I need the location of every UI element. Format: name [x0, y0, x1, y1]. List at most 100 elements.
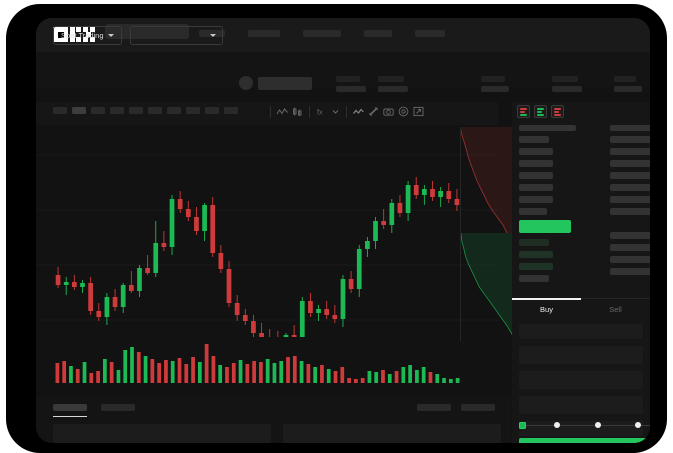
slider-handle[interactable]	[519, 421, 526, 429]
orders-panel-cards	[53, 424, 501, 443]
header-nav	[199, 30, 445, 37]
stat-value	[481, 86, 509, 92]
orderbook-value	[610, 256, 650, 263]
orderbook-row[interactable]	[519, 251, 553, 258]
stat-value	[378, 86, 408, 92]
tab-sell[interactable]: Sell	[609, 305, 622, 314]
order-field-3[interactable]	[519, 371, 643, 389]
active-tab-underline	[53, 415, 87, 417]
orders-panel-tabs	[53, 404, 135, 417]
orderbook-spread-highlight[interactable]	[519, 220, 571, 233]
candlestick-svg	[36, 154, 498, 337]
orders-action-2[interactable]	[461, 404, 495, 411]
tab-buy[interactable]: Buy	[512, 298, 581, 320]
depth-area-svg	[460, 126, 512, 341]
orderbook-col-header-left	[519, 125, 576, 131]
nav-item-4[interactable]	[364, 30, 392, 37]
settings-icon[interactable]	[397, 105, 410, 118]
camera-icon[interactable]	[382, 105, 395, 118]
orderbook-row[interactable]	[519, 275, 549, 282]
chevron-down-icon	[210, 34, 216, 37]
orderbook-value	[610, 208, 650, 215]
nav-item-1[interactable]	[199, 30, 225, 37]
timeframe-3[interactable]	[91, 107, 105, 114]
timeframe-10[interactable]	[224, 107, 238, 114]
orderbook-value	[610, 196, 650, 203]
market-stat-3	[481, 76, 509, 92]
chevron-down-icon[interactable]	[330, 105, 341, 118]
timeframe-9[interactable]	[205, 107, 219, 114]
timeframe-7[interactable]	[167, 107, 181, 114]
line-chart-icon[interactable]	[276, 105, 289, 118]
orderbook-right-values	[610, 136, 650, 280]
svg-text:fx: fx	[317, 110, 323, 117]
orderbook-ask-rows	[519, 136, 571, 287]
orders-card-1[interactable]	[53, 424, 271, 443]
chart-tool-icons: fx	[267, 105, 425, 118]
nav-item-5[interactable]	[415, 30, 445, 37]
order-book-panel: Buy Sell	[512, 102, 650, 443]
slider-stop-75[interactable]	[635, 422, 641, 428]
orderbook-col-header-right	[610, 125, 650, 131]
orders-panel-actions	[417, 404, 495, 411]
orders-card-2[interactable]	[283, 424, 501, 443]
orderbook-sell-icon[interactable]	[551, 105, 564, 118]
orderbook-row[interactable]	[519, 263, 553, 270]
submit-order-button[interactable]	[519, 438, 650, 443]
tablet-screen: Spot Trading	[36, 18, 650, 443]
indicators-icon[interactable]: fx	[315, 105, 328, 118]
orderbook-row[interactable]	[519, 208, 547, 215]
stat-label	[552, 76, 578, 82]
orderbook-value	[610, 160, 650, 167]
orders-tab-1[interactable]	[53, 404, 87, 417]
timeframe-2[interactable]	[72, 107, 86, 114]
orderbook-row[interactable]	[519, 136, 549, 143]
candlestick-icon[interactable]	[291, 105, 304, 118]
orderbook-value	[610, 184, 650, 191]
okx-logo[interactable]	[53, 27, 95, 42]
timeframe-4[interactable]	[110, 107, 124, 114]
orderbook-value	[610, 136, 650, 143]
orders-action-1[interactable]	[417, 404, 451, 411]
nav-item-2[interactable]	[248, 30, 280, 37]
order-field-4[interactable]	[519, 396, 643, 414]
order-field-1[interactable]	[519, 324, 643, 339]
magnet-icon[interactable]	[367, 105, 380, 118]
slider-stop-50[interactable]	[595, 422, 601, 428]
logo-letter-x	[83, 27, 95, 42]
timeframe-6[interactable]	[148, 107, 162, 114]
orderbook-row[interactable]	[519, 196, 553, 203]
stat-label	[481, 76, 505, 82]
timeframe-5[interactable]	[129, 107, 143, 114]
order-field-2[interactable]	[519, 346, 643, 364]
nav-item-3[interactable]	[303, 30, 341, 37]
fullscreen-icon[interactable]	[412, 105, 425, 118]
orderbook-both-icon[interactable]	[517, 105, 530, 118]
app-header	[36, 18, 650, 52]
orders-tab-2[interactable]	[101, 404, 135, 411]
orderbook-buy-icon[interactable]	[534, 105, 547, 118]
orderbook-value	[610, 244, 650, 251]
slider-stop-25[interactable]	[554, 422, 560, 428]
slider-track	[522, 424, 650, 426]
orderbook-row[interactable]	[519, 160, 553, 167]
volume-histogram-svg	[55, 344, 460, 383]
timeframe-1[interactable]	[53, 107, 67, 114]
pair-select[interactable]	[130, 26, 223, 45]
trendline-icon[interactable]	[352, 105, 365, 118]
price-chart[interactable]	[36, 125, 498, 397]
logo-letter-o	[53, 27, 68, 42]
orderbook-row[interactable]	[519, 148, 553, 155]
timeframe-8[interactable]	[186, 107, 200, 114]
divider	[346, 105, 347, 118]
trading-mode-selector[interactable]: Spot Trading	[53, 26, 122, 45]
orderbook-row[interactable]	[519, 184, 553, 191]
search-input[interactable]	[105, 24, 189, 39]
orderbook-row[interactable]	[519, 172, 553, 179]
market-stat-5	[614, 76, 642, 92]
orderbook-row[interactable]	[519, 239, 549, 246]
chevron-down-icon	[107, 34, 114, 37]
percent-slider[interactable]	[519, 420, 650, 430]
divider	[270, 105, 271, 118]
